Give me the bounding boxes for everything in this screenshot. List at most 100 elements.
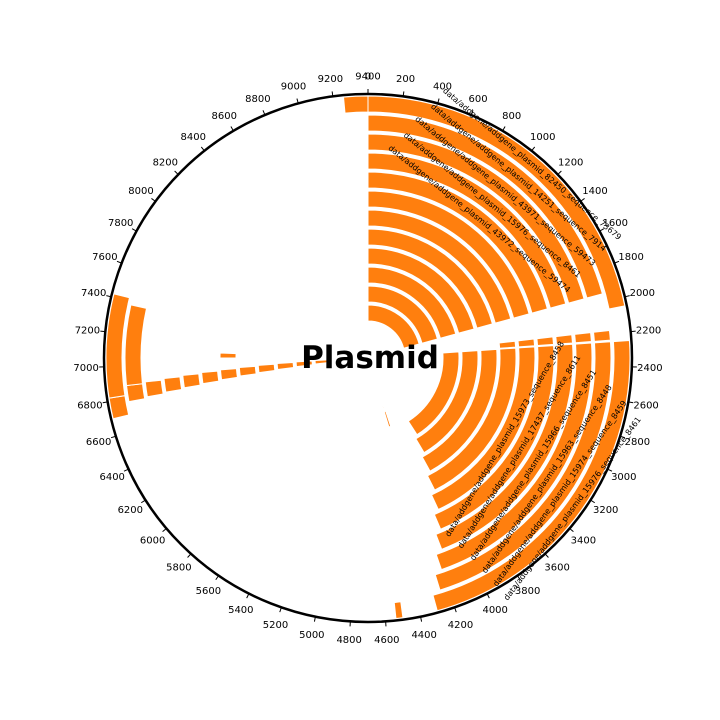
tick-label: 5400 [228, 605, 253, 616]
tick-label: 3600 [544, 563, 569, 574]
tick-mark [614, 260, 620, 264]
tick-label: 6800 [77, 400, 102, 411]
tick-label: 5600 [196, 586, 221, 597]
tick-label: 800 [502, 111, 521, 122]
tick-label: 9200 [318, 74, 343, 85]
tick-label: 600 [469, 94, 488, 105]
feature-arc-small-8 [377, 392, 385, 410]
tick-mark [580, 198, 585, 202]
feature-arc-left-4 [182, 373, 201, 389]
feature-arc-left-6 [219, 368, 238, 381]
tick-mark [215, 575, 220, 581]
feature-arc-lower-3 [435, 343, 574, 550]
center-title: Plasmid [301, 340, 439, 376]
tick-label: 200 [396, 74, 415, 85]
tick-mark [569, 528, 574, 533]
feature-arc-lower-4 [433, 345, 555, 530]
tick-label: 1200 [558, 157, 583, 168]
feature-arc-upper-0 [367, 95, 626, 310]
tick-label: 9400 [355, 72, 380, 83]
tick-label: 6200 [118, 505, 143, 516]
tick-label: 7200 [75, 325, 100, 336]
tick-label: 2400 [637, 363, 662, 374]
feature-arc-left-13 [124, 304, 148, 387]
tick-mark [544, 553, 549, 558]
tick-label: 8600 [212, 111, 237, 122]
feature-arc-upper-2 [367, 133, 585, 304]
tick-label: 3400 [571, 536, 596, 547]
feature-arc-left-3 [163, 376, 183, 393]
tick-mark [246, 593, 250, 599]
tick-mark [187, 553, 192, 558]
feature-arc-left-0 [108, 395, 130, 420]
tick-label: 2000 [630, 288, 655, 299]
tick-label: 3000 [611, 472, 636, 483]
tick-mark [116, 260, 122, 264]
tick-mark [502, 126, 506, 132]
feature-arc-small-6 [393, 601, 404, 620]
tick-mark [151, 198, 156, 202]
tick-mark [486, 593, 490, 599]
feature-arc-lower-0 [432, 339, 631, 612]
tick-label: 8000 [128, 186, 153, 197]
feature-arc-small-4 [517, 338, 536, 348]
feature-arc-small-5 [498, 340, 517, 349]
tick-label: 1800 [618, 252, 643, 263]
tick-mark [470, 110, 474, 116]
feature-arc-upper-4 [367, 171, 549, 314]
feature-arc-lower-2 [435, 342, 593, 571]
feature-arc-upper-9 [367, 266, 457, 339]
feature-arc-small-2 [555, 334, 573, 345]
feature-arc-small-3 [536, 336, 555, 347]
tick-mark [437, 98, 440, 104]
tick-label: 0 [365, 72, 371, 83]
feature-arc-small-0 [592, 329, 611, 342]
tick-label: 4400 [411, 630, 436, 641]
feature-arc-small-1 [574, 332, 592, 344]
feature-arc-lower-9 [407, 351, 460, 436]
feature-arc-left-8 [257, 363, 276, 374]
feature-arc-left-2 [144, 379, 164, 398]
tick-mark [200, 146, 205, 152]
tick-mark [402, 91, 405, 97]
tick-label: 4200 [448, 620, 473, 631]
tick-label: 2200 [636, 325, 661, 336]
feature-arc-upper-10 [367, 285, 439, 344]
tick-mark [531, 146, 536, 152]
tick-label: 6000 [140, 536, 165, 547]
tick-label: 7600 [92, 252, 117, 263]
tick-mark [590, 499, 596, 504]
tick-label: 7400 [81, 288, 106, 299]
tick-label: 2600 [633, 400, 658, 411]
feature-arc-left-7 [238, 365, 257, 377]
tick-mark [630, 330, 636, 333]
tick-mark [100, 330, 106, 333]
tick-mark [123, 468, 129, 472]
feature-arc-upper-8 [367, 247, 475, 334]
tick-mark [607, 468, 613, 472]
tick-mark [279, 607, 282, 613]
tick-label: 9000 [281, 82, 306, 93]
tick-label: 7800 [108, 218, 133, 229]
tick-mark [262, 110, 266, 116]
tick-mark [110, 435, 117, 439]
tick-label: 7000 [73, 363, 98, 374]
feature-arc-lower-5 [430, 346, 536, 511]
tick-mark [454, 607, 457, 613]
features-layer [105, 95, 631, 620]
feature-arc-small-10 [219, 352, 237, 359]
tick-mark [557, 170, 562, 175]
tick-mark [162, 528, 167, 533]
tick-label: 3800 [515, 586, 540, 597]
tick-label: 8200 [153, 157, 178, 168]
feature-arc-lower-1 [434, 341, 612, 591]
feature-arc-left-11 [314, 359, 332, 365]
tick-mark [140, 499, 146, 504]
feature-arc-upper-6 [367, 209, 512, 324]
tick-label: 1400 [582, 186, 607, 197]
tick-label: 4600 [374, 635, 399, 646]
tick-mark [516, 575, 521, 581]
feature-arc-small-9 [342, 95, 369, 114]
tick-label: 4000 [482, 605, 507, 616]
tick-label: 4800 [336, 635, 361, 646]
